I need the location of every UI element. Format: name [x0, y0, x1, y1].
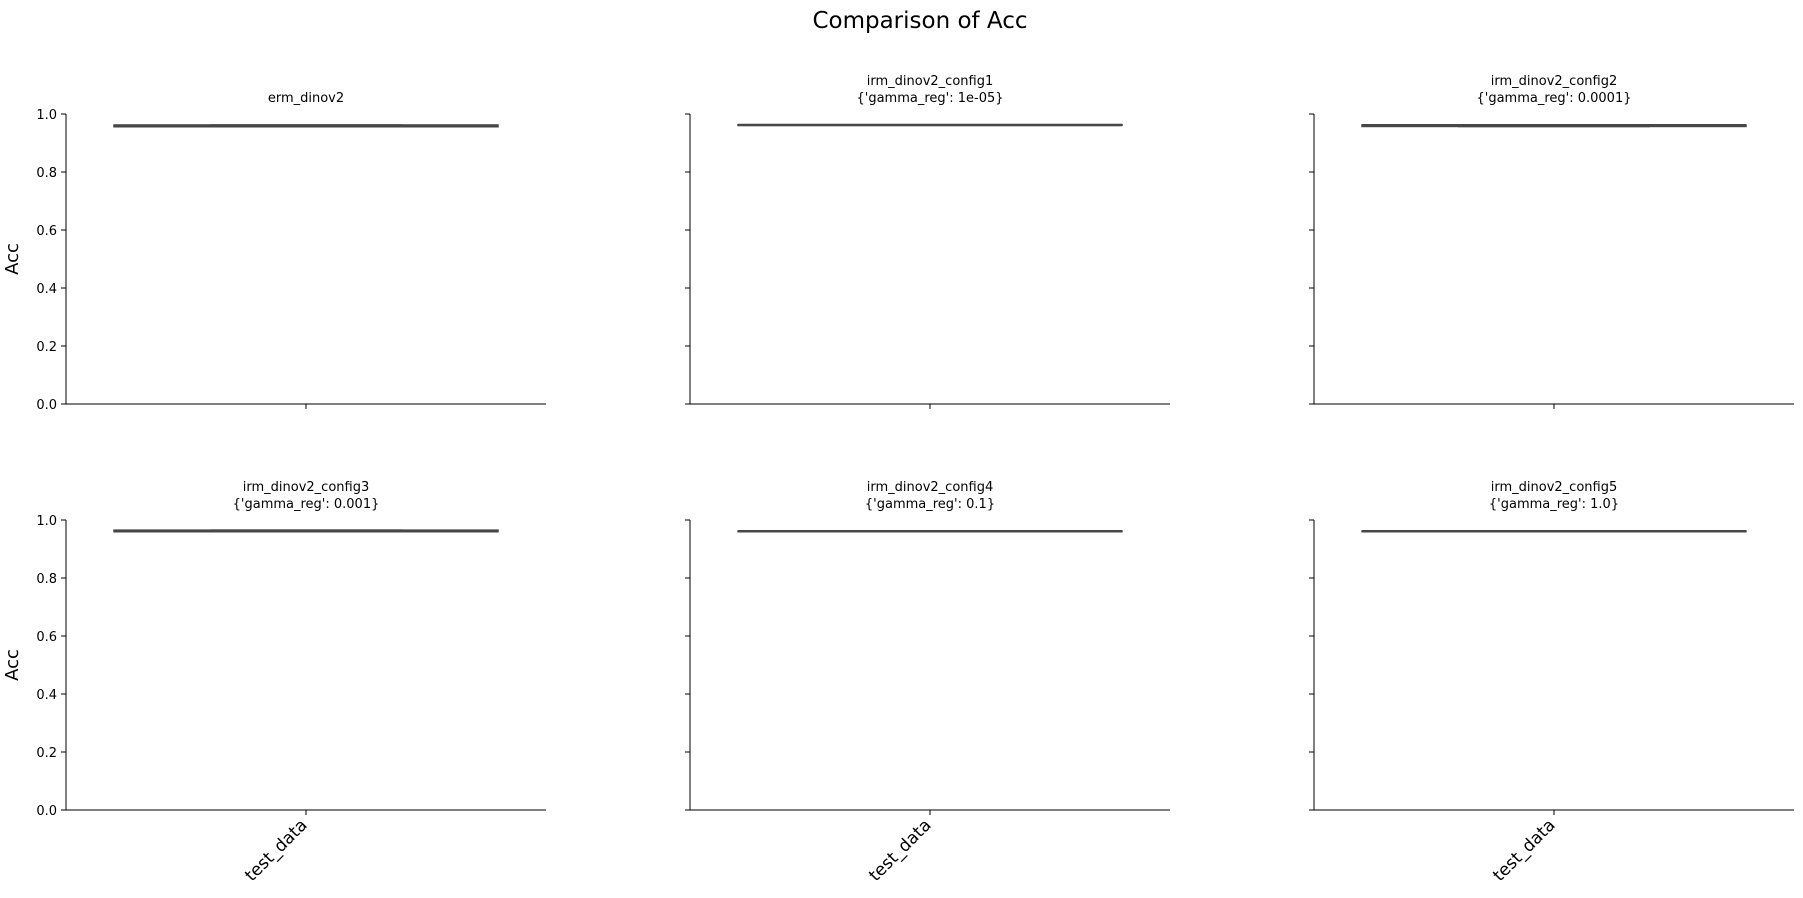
y-tick-label: 0.6: [36, 224, 57, 239]
y-tick-label: 0.2: [36, 340, 57, 355]
subplot-2: irm_dinov2_config1 {'gamma_reg': 1e-05}: [685, 74, 1170, 409]
y-tick-label: 0.2: [36, 746, 57, 761]
subplot-1: erm_dinov2 0.0 0.2 0.4 0.6 0.8 1.0 Acc: [2, 91, 546, 413]
y-tick-label: 0.0: [36, 804, 57, 819]
y-tick-label: 0.4: [36, 688, 57, 703]
subplot-4: irm_dinov2_config3 {'gamma_reg': 0.001} 0.…: [2, 480, 546, 886]
subplot-subtitle: {'gamma_reg': 0.1}: [865, 497, 995, 512]
figure-suptitle: Comparison of Acc: [812, 8, 1027, 34]
subplot-6: irm_dinov2_config5 {'gamma_reg': 1.0} test…: [1309, 480, 1794, 886]
y-tick-label: 1.0: [36, 514, 57, 529]
y-tick-label: 0.8: [36, 572, 57, 587]
x-tick-label: test_data: [241, 815, 311, 885]
subplot-title: irm_dinov2_config1: [867, 74, 993, 89]
y-tick-label: 0.0: [36, 398, 57, 413]
y-axis-label: Acc: [2, 243, 23, 275]
subplot-title: irm_dinov2_config4: [867, 480, 993, 495]
subplot-title: irm_dinov2_config2: [1491, 74, 1617, 89]
subplot-3: irm_dinov2_config2 {'gamma_reg': 0.0001}: [1309, 74, 1794, 409]
subplot-subtitle: {'gamma_reg': 0.001}: [233, 497, 380, 512]
x-tick-label: test_data: [1489, 815, 1559, 885]
subplot-title: erm_dinov2: [268, 91, 344, 106]
x-tick-label: test_data: [865, 815, 935, 885]
subplot-subtitle: {'gamma_reg': 1e-05}: [856, 91, 1003, 106]
y-tick-label: 0.4: [36, 282, 57, 297]
subplot-title: irm_dinov2_config3: [243, 480, 369, 495]
subplot-subtitle: {'gamma_reg': 1.0}: [1489, 497, 1619, 512]
y-axis-label: Acc: [2, 649, 23, 681]
subplot-5: irm_dinov2_config4 {'gamma_reg': 0.1} test…: [685, 480, 1170, 886]
subplot-grid: erm_dinov20.00.20.40.60.81.0Accirm_dinov…: [2, 74, 1794, 886]
y-tick-label: 0.8: [36, 166, 57, 181]
y-tick-label: 1.0: [36, 108, 57, 123]
subplot-title: irm_dinov2_config5: [1491, 480, 1617, 495]
y-tick-label: 0.6: [36, 630, 57, 645]
subplot-subtitle: {'gamma_reg': 0.0001}: [1476, 91, 1631, 106]
